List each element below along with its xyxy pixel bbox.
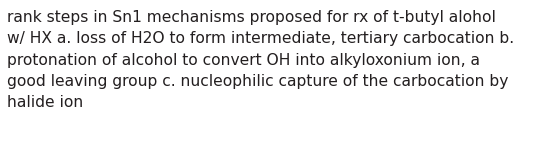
Text: rank steps in Sn1 mechanisms proposed for rx of t-butyl alohol
w/ HX a. loss of : rank steps in Sn1 mechanisms proposed fo… — [7, 10, 514, 110]
